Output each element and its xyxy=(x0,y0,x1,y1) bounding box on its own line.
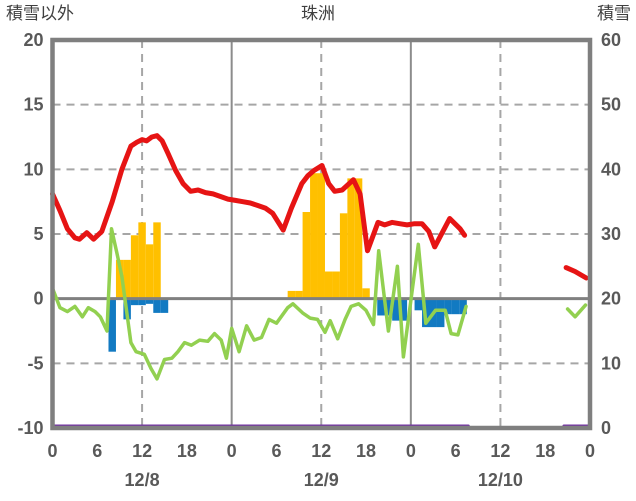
negative-blue-bars-bar xyxy=(399,298,408,321)
right-axis-label: 積雪 xyxy=(597,4,631,23)
x-axis-tick: 0 xyxy=(47,441,57,461)
x-axis-tick: 12 xyxy=(132,441,152,461)
negative-blue-bars-bar xyxy=(459,298,467,315)
x-axis-tick: 12 xyxy=(490,441,510,461)
x-axis-tick: 0 xyxy=(227,441,237,461)
x-axis-date-label: 12/10 xyxy=(478,470,523,490)
x-axis-tick: 0 xyxy=(585,441,595,461)
plot-frame xyxy=(50,37,593,431)
negative-blue-bars-bar xyxy=(451,298,460,315)
precipitation-bars-bar xyxy=(339,213,348,299)
negative-blue-bars-bar xyxy=(377,298,385,316)
right-axis-tick: 40 xyxy=(601,159,621,179)
negative-blue-bars-bar xyxy=(384,298,393,316)
temperature-line xyxy=(563,265,589,281)
precipitation-bars-bar xyxy=(115,259,124,299)
right-axis-tick: 50 xyxy=(601,95,621,115)
right-axis-tick: 0 xyxy=(601,418,611,438)
x-axis-tick: 6 xyxy=(271,441,281,461)
negative-blue-bars-bar xyxy=(436,298,445,328)
negative-blue-bars-bar xyxy=(414,298,423,311)
x-axis-tick: 6 xyxy=(92,441,102,461)
precipitation-bars-bar xyxy=(310,173,318,299)
left-axis-tick: 10 xyxy=(23,159,43,179)
precipitation-bars-bar xyxy=(130,235,139,299)
negative-blue-bars-bar xyxy=(392,298,400,321)
temperature-line xyxy=(50,133,468,254)
left-axis-tick: -10 xyxy=(17,418,43,438)
negative-blue-bars-bar xyxy=(153,298,161,313)
negative-blue-bars-bar xyxy=(444,298,452,315)
left-axis-label: 積雪以外 xyxy=(6,4,74,23)
precipitation-bars-bar xyxy=(302,212,311,299)
precipitation-bars-bar xyxy=(332,271,340,299)
x-axis-tick: 18 xyxy=(177,441,197,461)
negative-blue-bars-bar xyxy=(138,298,146,306)
x-axis-date-label: 12/8 xyxy=(125,470,160,490)
precipitation-bars-bar xyxy=(324,271,333,299)
precipitation-bars-bar xyxy=(295,290,303,299)
left-axis-tick: -5 xyxy=(27,353,43,373)
left-axis-tick: 15 xyxy=(23,95,43,115)
left-axis-tick: 20 xyxy=(23,30,43,50)
precipitation-bars-bar xyxy=(287,290,296,299)
right-axis-tick: 20 xyxy=(601,289,621,309)
negative-blue-bars-bar xyxy=(145,298,154,304)
negative-blue-bars-bar xyxy=(130,298,139,306)
precipitation-bars-bar xyxy=(362,288,370,299)
chart-title: 珠洲 xyxy=(301,4,335,23)
precipitation-bars-bar xyxy=(123,259,131,299)
precipitation-bars-bar xyxy=(354,178,363,299)
x-axis-tick: 0 xyxy=(406,441,416,461)
x-axis-tick: 18 xyxy=(356,441,376,461)
x-axis-tick: 6 xyxy=(451,441,461,461)
precipitation-bars-bar xyxy=(347,178,355,299)
negative-blue-bars-bar xyxy=(108,298,116,352)
x-axis-date-label: 12/9 xyxy=(304,470,339,490)
right-axis-tick: 60 xyxy=(601,30,621,50)
left-axis-tick: 0 xyxy=(33,289,43,309)
right-axis-tick: 30 xyxy=(601,224,621,244)
x-axis-tick: 12 xyxy=(311,441,331,461)
precipitation-bars-bar xyxy=(317,173,325,299)
left-axis-tick: 5 xyxy=(33,224,43,244)
precipitation-bars-bar xyxy=(153,222,161,299)
negative-blue-bars-bar xyxy=(160,298,169,313)
right-axis-tick: 10 xyxy=(601,353,621,373)
precipitation-bars-bar xyxy=(145,244,154,299)
green-line xyxy=(50,227,468,381)
green-line xyxy=(565,303,588,319)
precipitation-bars-bar xyxy=(138,222,146,299)
x-axis-tick: 18 xyxy=(535,441,555,461)
